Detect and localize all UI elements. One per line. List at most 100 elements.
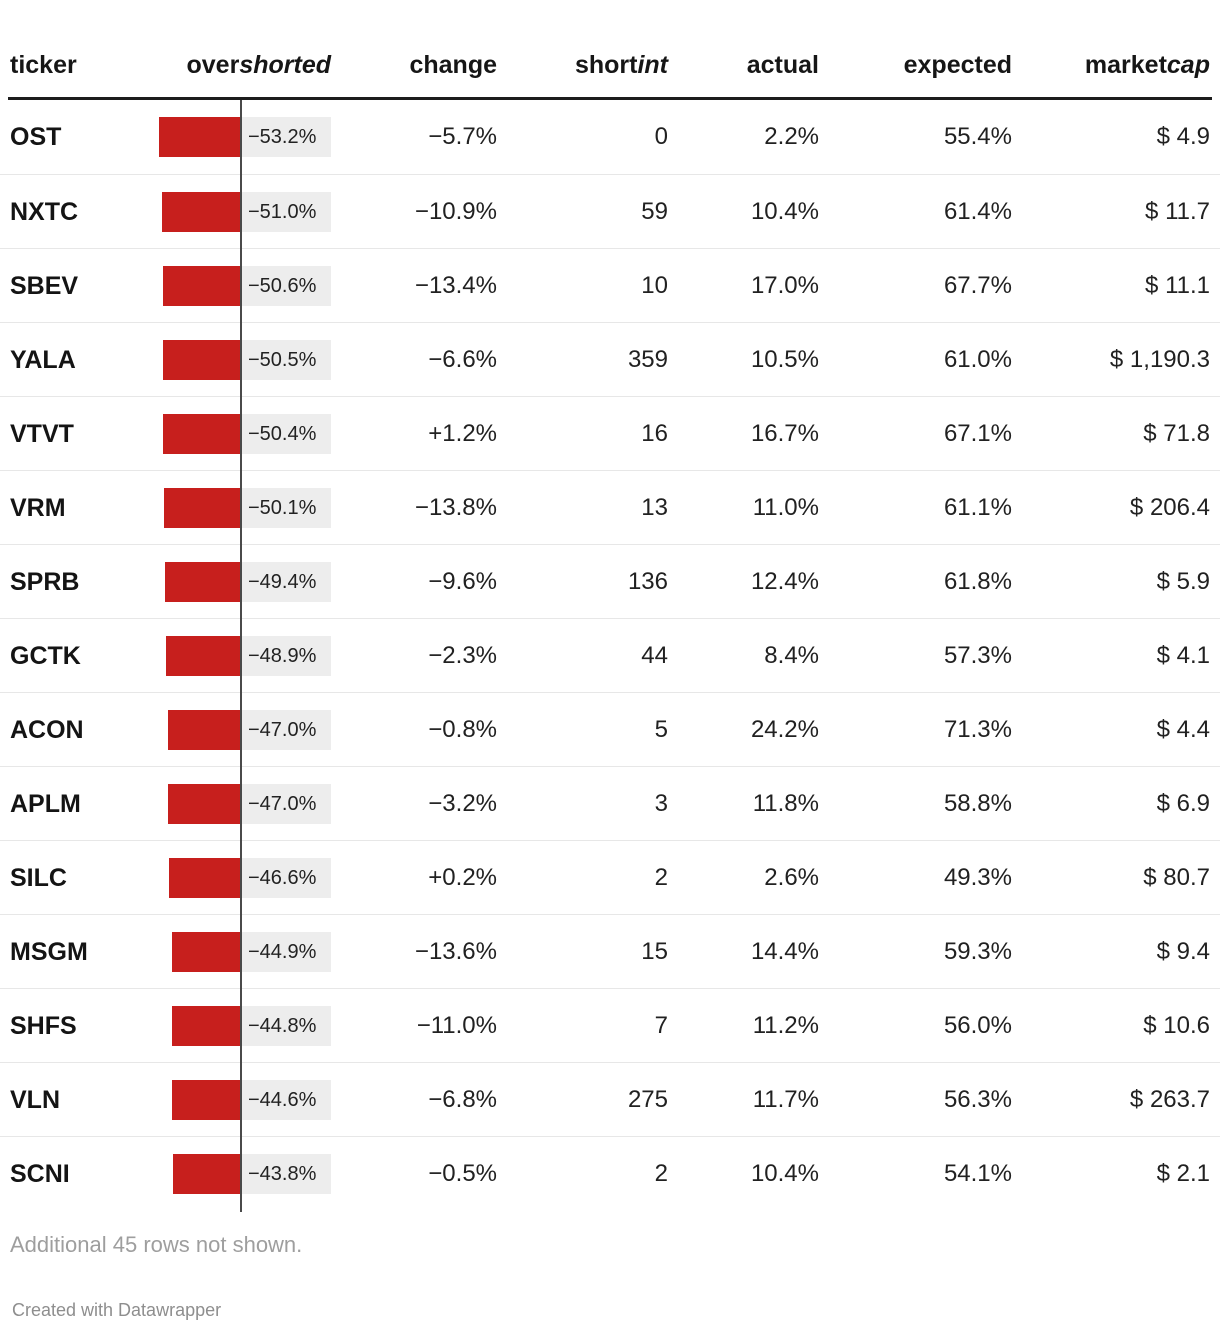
ticker-cell: OST bbox=[10, 123, 62, 151]
column-header-actual: actual bbox=[746, 51, 819, 79]
overshorted-value: −44.6% bbox=[248, 1089, 317, 1111]
change-cell: −3.2% bbox=[428, 790, 497, 817]
shortint-cell: 275 bbox=[627, 1086, 668, 1113]
shortint-cell: 136 bbox=[627, 568, 668, 595]
bar-zero-axis-line bbox=[240, 100, 242, 1212]
overshorted-label-box: −53.2% bbox=[242, 117, 331, 157]
overshorted-value: −43.8% bbox=[248, 1163, 317, 1185]
table-row: ACON −47.0% −0.8% 5 24.2% 71.3% $ 4.4 bbox=[0, 692, 1220, 766]
column-header-overshorted: overshorted bbox=[186, 51, 332, 79]
change-cell: +1.2% bbox=[428, 420, 497, 447]
expected-cell: 56.0% bbox=[943, 1012, 1012, 1039]
table-row: NXTC −51.0% −10.9% 59 10.4% 61.4% $ 11.7 bbox=[0, 174, 1220, 248]
marketcap-cell: $ 6.9 bbox=[1156, 790, 1210, 817]
ticker-cell: MSGM bbox=[10, 938, 88, 966]
shortint-cell: 359 bbox=[627, 346, 668, 373]
ticker-cell: SBEV bbox=[10, 272, 79, 300]
change-cell: −6.6% bbox=[428, 346, 497, 373]
marketcap-cell: $ 2.1 bbox=[1156, 1160, 1210, 1187]
expected-cell: 67.1% bbox=[943, 420, 1012, 447]
ticker-cell: NXTC bbox=[10, 198, 79, 226]
table-row: GCTK −48.9% −2.3% 44 8.4% 57.3% $ 4.1 bbox=[0, 618, 1220, 692]
shortint-cell: 7 bbox=[654, 1012, 668, 1039]
shortint-cell: 59 bbox=[641, 198, 668, 225]
overshorted-bar bbox=[168, 710, 240, 750]
marketcap-cell: $ 11.1 bbox=[1145, 272, 1210, 299]
overshorted-bar bbox=[164, 488, 240, 528]
actual-cell: 11.2% bbox=[752, 1012, 819, 1039]
overshorted-bar bbox=[168, 784, 240, 824]
table-row: SILC −46.6% +0.2% 2 2.6% 49.3% $ 80.7 bbox=[0, 840, 1220, 914]
overshorted-bar bbox=[165, 562, 240, 602]
change-cell: −11.0% bbox=[416, 1012, 497, 1039]
table-row: VRM −50.1% −13.8% 13 11.0% 61.1% $ 206.4 bbox=[0, 470, 1220, 544]
table-row: VLN −44.6% −6.8% 275 11.7% 56.3% $ 263.7 bbox=[0, 1062, 1220, 1136]
expected-cell: 55.4% bbox=[943, 123, 1012, 150]
ticker-cell: SILC bbox=[10, 864, 67, 892]
marketcap-cell: $ 9.4 bbox=[1156, 938, 1210, 965]
overshorted-value: −44.9% bbox=[248, 941, 317, 963]
shortint-cell: 15 bbox=[641, 938, 668, 965]
ticker-cell: VTVT bbox=[10, 420, 74, 448]
ticker-cell: VLN bbox=[10, 1086, 60, 1114]
actual-cell: 14.4% bbox=[750, 938, 819, 965]
expected-cell: 67.7% bbox=[943, 272, 1012, 299]
expected-cell: 59.3% bbox=[943, 938, 1012, 965]
overshorted-bar bbox=[166, 636, 240, 676]
overshorted-value: −50.4% bbox=[248, 423, 317, 445]
actual-cell: 24.2% bbox=[750, 716, 819, 743]
expected-cell: 54.1% bbox=[943, 1160, 1012, 1187]
actual-cell: 16.7% bbox=[750, 420, 819, 447]
marketcap-cell: $ 4.1 bbox=[1156, 642, 1210, 669]
actual-cell: 11.0% bbox=[752, 494, 819, 521]
shortint-cell: 5 bbox=[654, 716, 668, 743]
overshorted-label-box: −50.5% bbox=[242, 340, 331, 380]
marketcap-cell: $ 80.7 bbox=[1143, 864, 1210, 891]
table-row: OST −53.2% −5.7% 0 2.2% 55.4% $ 4.9 bbox=[0, 100, 1220, 174]
overshorted-value: −50.1% bbox=[248, 497, 317, 519]
ticker-cell: SCNI bbox=[10, 1160, 70, 1188]
overshorted-bar bbox=[163, 266, 240, 306]
datawrapper-credit: Created with Datawrapper bbox=[12, 1300, 222, 1320]
marketcap-cell: $ 1,190.3 bbox=[1109, 346, 1210, 373]
overshorted-bar bbox=[173, 1154, 240, 1194]
change-cell: −13.6% bbox=[414, 938, 497, 965]
overshorted-label-box: −46.6% bbox=[242, 858, 331, 898]
ticker-cell: VRM bbox=[10, 494, 66, 522]
expected-cell: 71.3% bbox=[943, 716, 1012, 743]
change-cell: +0.2% bbox=[428, 864, 497, 891]
overshorted-bar bbox=[172, 1080, 240, 1120]
column-header-marketcap: marketcap bbox=[1084, 51, 1210, 79]
actual-cell: 8.4% bbox=[764, 642, 819, 669]
overshorted-bar bbox=[163, 340, 240, 380]
column-header-shortint: shortint bbox=[574, 51, 668, 79]
overshorted-value: −50.6% bbox=[248, 275, 317, 297]
ticker-cell: ACON bbox=[10, 716, 84, 744]
change-cell: −13.8% bbox=[414, 494, 497, 521]
change-cell: −10.9% bbox=[414, 198, 497, 225]
overshorted-value: −47.0% bbox=[248, 793, 317, 815]
overshorted-label-box: −47.0% bbox=[242, 710, 331, 750]
overshorted-label-box: −44.8% bbox=[242, 1006, 331, 1046]
overshorted-label-box: −49.4% bbox=[242, 562, 331, 602]
overshorted-value: −47.0% bbox=[248, 719, 317, 741]
overshorted-value: −46.6% bbox=[248, 867, 317, 889]
shortint-cell: 2 bbox=[654, 1160, 668, 1187]
overshorted-bar bbox=[162, 192, 240, 232]
header-divider bbox=[8, 97, 1212, 100]
marketcap-cell: $ 10.6 bbox=[1143, 1012, 1210, 1039]
actual-cell: 10.5% bbox=[750, 346, 819, 373]
change-cell: −9.6% bbox=[428, 568, 497, 595]
overshorted-label-box: −44.9% bbox=[242, 932, 331, 972]
expected-cell: 61.1% bbox=[943, 494, 1012, 521]
shortint-cell: 2 bbox=[654, 864, 668, 891]
overshorted-label-box: −50.4% bbox=[242, 414, 331, 454]
overshorted-value: −50.5% bbox=[248, 349, 317, 371]
overshorted-label-box: −51.0% bbox=[242, 192, 331, 232]
marketcap-cell: $ 11.7 bbox=[1145, 198, 1210, 225]
actual-cell: 2.2% bbox=[764, 123, 819, 150]
ticker-cell: SPRB bbox=[10, 568, 80, 596]
shortint-cell: 0 bbox=[654, 123, 668, 150]
expected-cell: 58.8% bbox=[943, 790, 1012, 817]
column-header-change: change bbox=[409, 51, 497, 79]
